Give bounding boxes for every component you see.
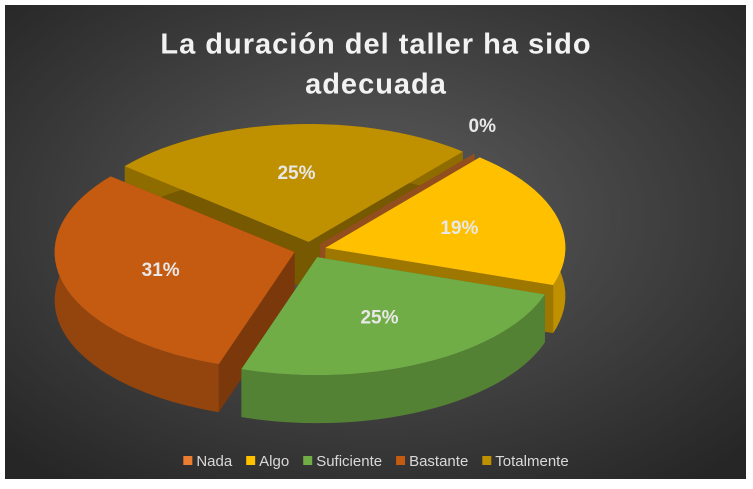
slice-top (241, 257, 545, 376)
data-label: 25% (360, 307, 398, 328)
slice (54, 176, 295, 413)
legend-label: Suficiente (316, 453, 382, 470)
legend-label: Totalmente (495, 453, 568, 470)
legend-swatch (303, 456, 313, 465)
data-label: 31% (142, 260, 180, 281)
legend-swatch (183, 456, 193, 465)
legend-swatch (396, 456, 406, 465)
legend-swatch (246, 456, 256, 465)
legend-swatch (482, 456, 492, 465)
slice (241, 257, 545, 424)
data-label: 25% (277, 163, 315, 184)
legend-label: Bastante (409, 453, 468, 470)
legend-label: Nada (196, 453, 233, 470)
chart-title: La duración del taller ha sido (160, 29, 591, 61)
legend-label: Algo (259, 453, 289, 470)
slice-wall (241, 294, 545, 424)
data-label: 19% (440, 218, 478, 239)
chart-title: adecuada (305, 69, 447, 101)
slice-top (54, 176, 295, 365)
data-label: 0% (469, 116, 497, 137)
slice-top (124, 124, 463, 243)
slice-top (325, 157, 566, 286)
slice-wall (54, 176, 219, 413)
